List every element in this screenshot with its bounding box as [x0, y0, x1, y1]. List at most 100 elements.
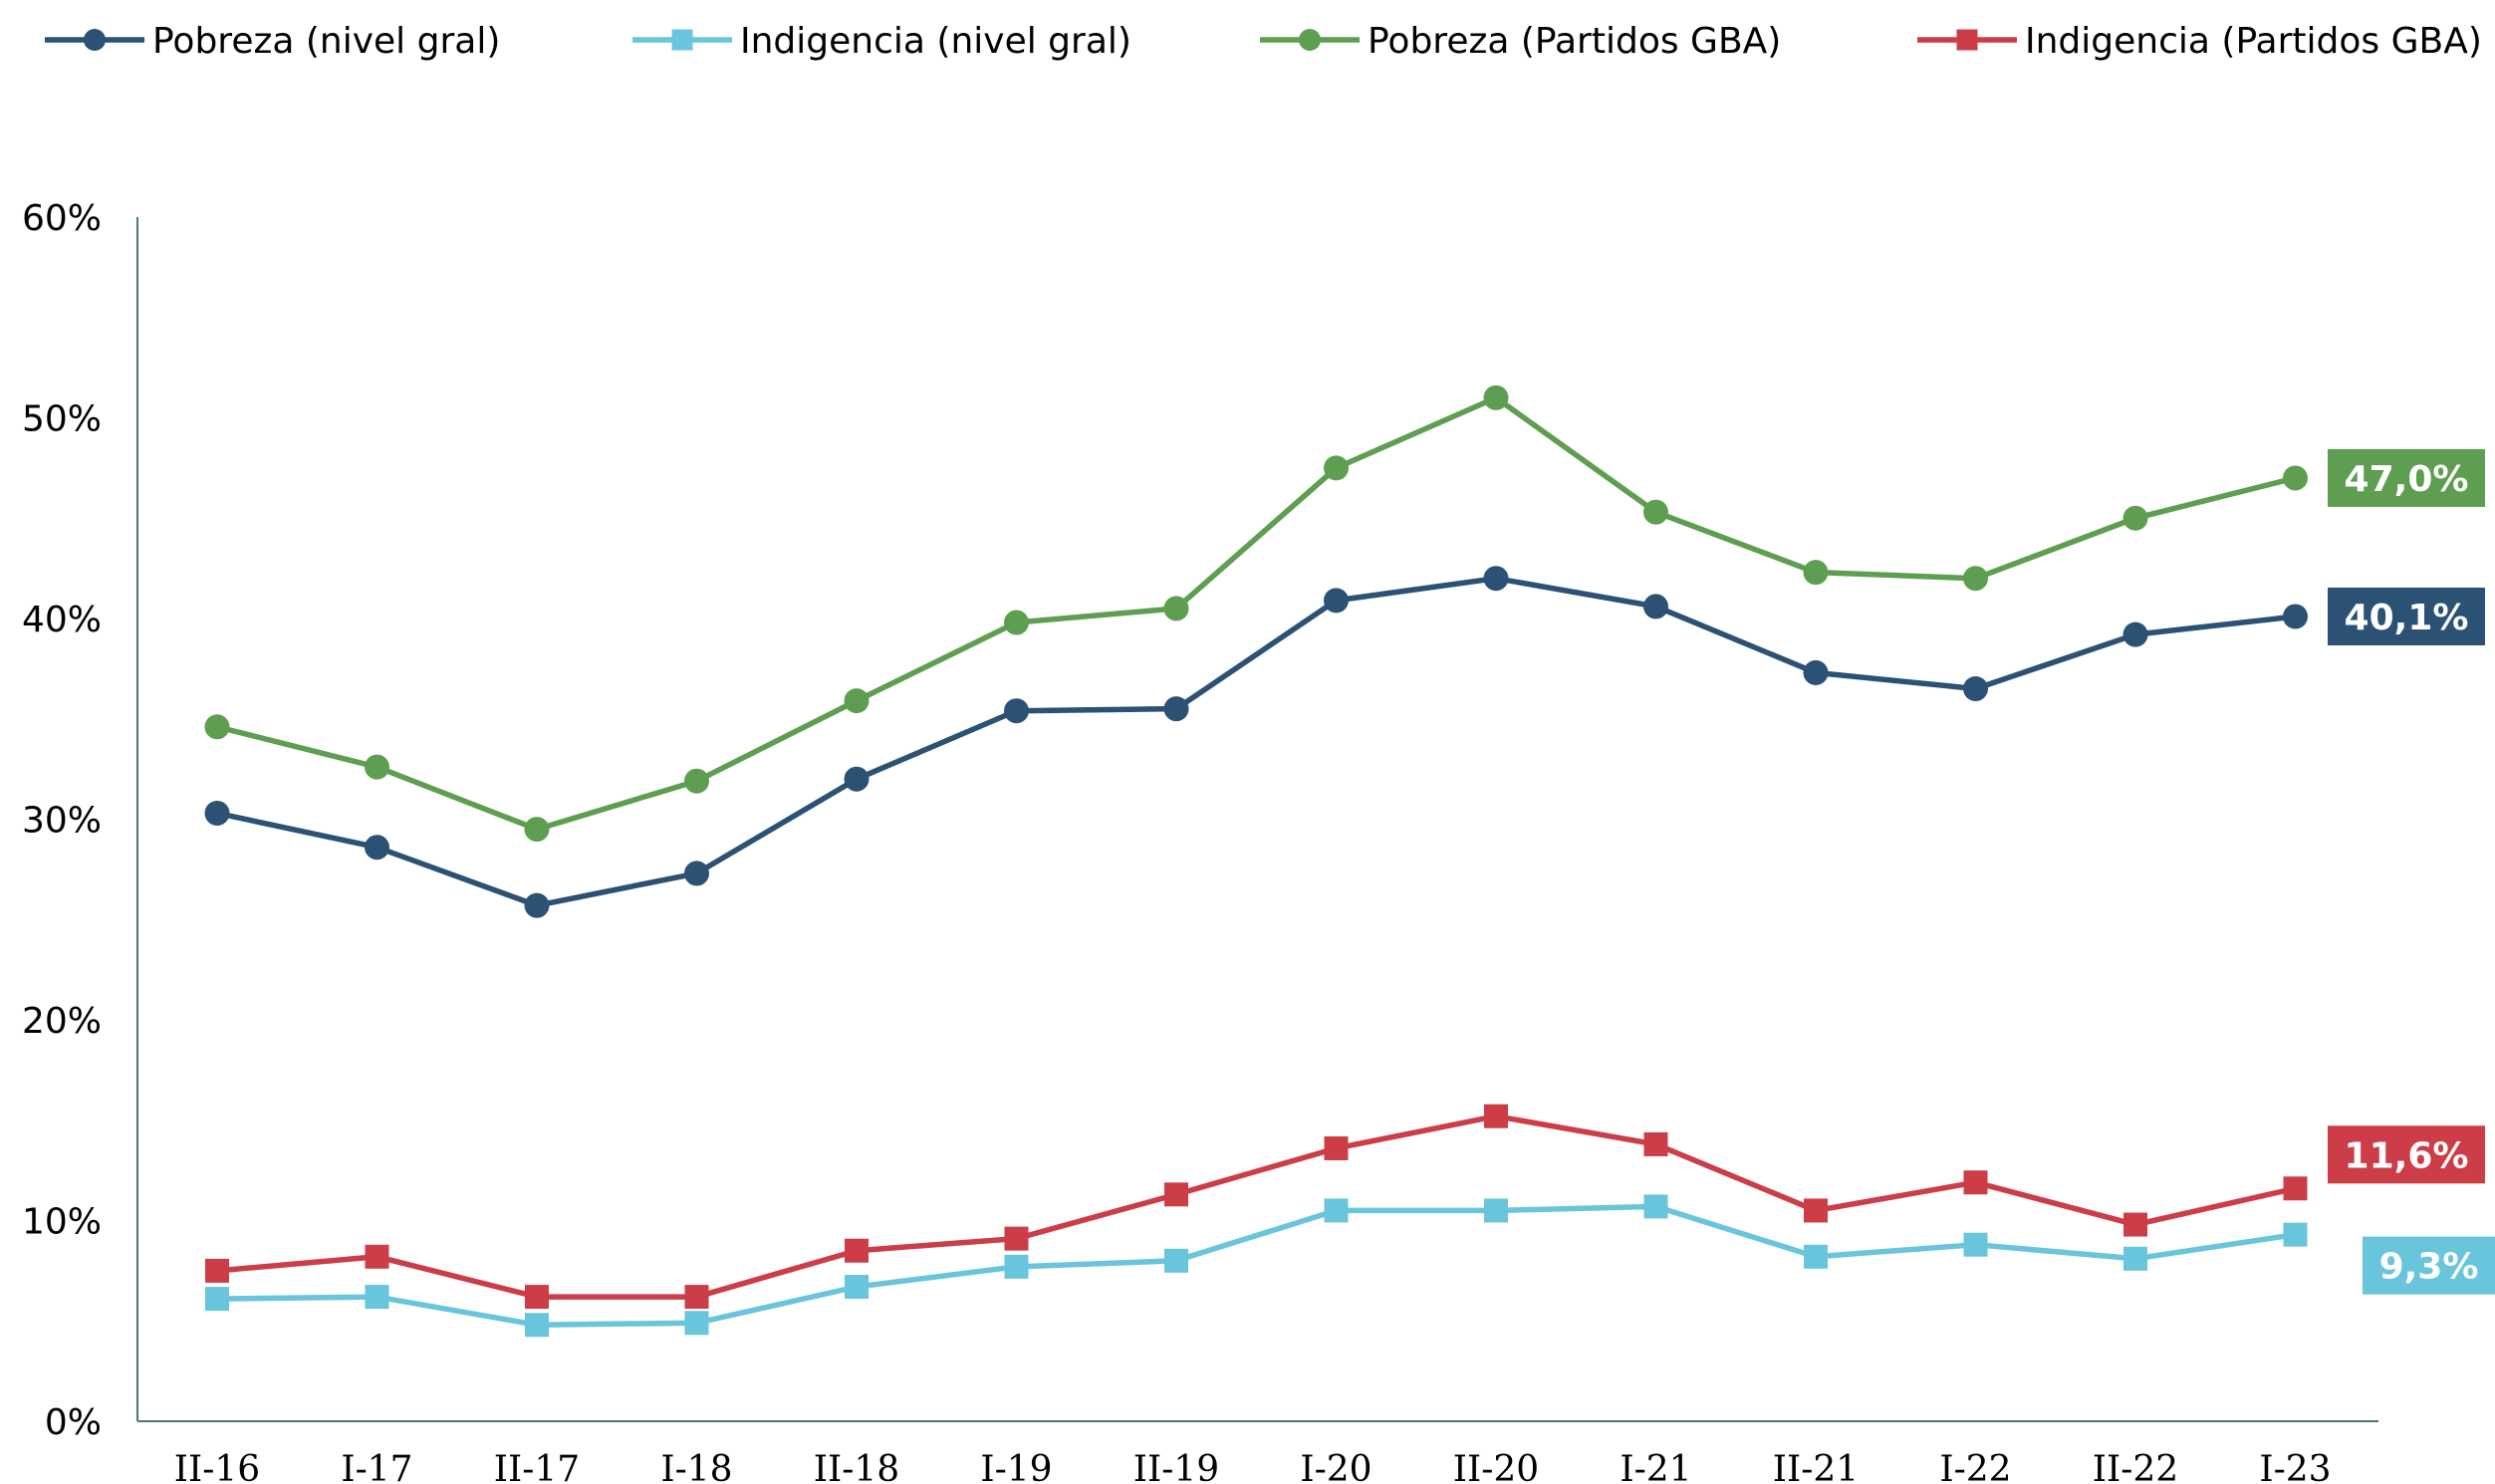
- data-point: [1804, 1244, 1828, 1269]
- data-point: [845, 1274, 869, 1299]
- data-point: [1804, 1198, 1828, 1223]
- series-line: [216, 1203, 2296, 1329]
- y-tick-label: 60%: [22, 198, 102, 239]
- y-tick-label: 30%: [22, 801, 102, 842]
- x-tick-label: I-17: [341, 1449, 412, 1484]
- data-point: [1324, 1135, 1349, 1160]
- legend-marker: [84, 29, 106, 51]
- legend-item-pobreza-nivel-gral: Pobreza (nivel gral): [45, 21, 500, 62]
- data-point: [2283, 1176, 2308, 1201]
- data-point: [1963, 566, 1988, 592]
- data-point: [204, 800, 230, 826]
- data-point: [1483, 384, 1509, 410]
- data-point: [1643, 1194, 1668, 1219]
- data-point: [1164, 1182, 1188, 1207]
- y-tick-label: 20%: [22, 1001, 102, 1042]
- data-point: [1324, 455, 1349, 481]
- x-tick-label: I-18: [660, 1449, 732, 1484]
- x-tick-label: II-19: [1133, 1449, 1219, 1484]
- end-label-indigencia-nivel-gral: 9,3%: [2363, 1236, 2495, 1295]
- x-tick-label: I-21: [1620, 1449, 1691, 1484]
- axes: [136, 217, 2378, 1422]
- legend-label: Pobreza (Partidos GBA): [1368, 21, 1781, 62]
- end-label-indigencia-partidos-gba: 11,6%: [2328, 1125, 2485, 1184]
- end-label-pobreza-partidos-gba: 47,0%: [2328, 448, 2485, 507]
- data-point: [684, 768, 709, 794]
- data-point: [684, 1285, 709, 1310]
- data-point: [524, 817, 550, 843]
- data-point: [1963, 1170, 1988, 1195]
- data-point: [1004, 1226, 1029, 1251]
- data-point: [365, 835, 389, 861]
- data-point: [2122, 505, 2148, 531]
- data-point: [1004, 1254, 1029, 1279]
- data-point: [2123, 1246, 2147, 1271]
- data-point: [2283, 465, 2308, 491]
- series-line: [216, 394, 2297, 833]
- x-tick-label: I-20: [1300, 1449, 1372, 1484]
- series-line: [216, 1113, 2297, 1300]
- y-tick-label: 10%: [22, 1202, 102, 1243]
- data-point: [525, 1313, 549, 1338]
- series-pobreza-partidos-gba: [204, 384, 2308, 843]
- data-point: [2283, 1222, 2308, 1247]
- x-tick-label: II-17: [494, 1449, 580, 1484]
- x-tick-label: II-21: [1773, 1449, 1859, 1484]
- series-indigencia-nivel-gral: [205, 1194, 2308, 1338]
- end-labels: 40,1% 9,3% 47,0% 11,6%: [2328, 448, 2495, 1295]
- data-point: [365, 1244, 389, 1269]
- end-label-box: [2363, 1236, 2495, 1295]
- legend-marker: [1299, 29, 1321, 51]
- series-indigencia-partidos-gba: [205, 1104, 2308, 1310]
- data-point: [1484, 1104, 1508, 1128]
- end-label-value: 11,6%: [2345, 1135, 2469, 1176]
- series-layer: [204, 384, 2308, 1338]
- data-point: [365, 754, 389, 780]
- data-point: [2123, 1212, 2147, 1237]
- data-point: [1324, 1198, 1349, 1223]
- data-point: [1484, 1198, 1508, 1223]
- data-point: [1963, 1232, 1988, 1257]
- end-label-pobreza-nivel-gral: 40,1%: [2328, 587, 2485, 645]
- legend-item-indigencia-nivel-gral: Indigencia (nivel gral): [632, 21, 1131, 62]
- data-point: [204, 714, 230, 740]
- data-point: [205, 1258, 229, 1283]
- legend-label: Indigencia (nivel gral): [740, 21, 1131, 62]
- end-label-value: 40,1%: [2345, 598, 2469, 638]
- data-point: [1643, 594, 1668, 619]
- data-point: [1163, 596, 1189, 621]
- legend-item-indigencia-partidos-gba: Indigencia (Partidos GBA): [1917, 21, 2482, 62]
- data-point: [2283, 604, 2308, 629]
- data-point: [1004, 698, 1029, 724]
- series-line: [216, 575, 2296, 908]
- x-tick-label: II-16: [174, 1449, 260, 1484]
- x-tick-label: II-22: [2093, 1449, 2178, 1484]
- y-axis-ticks: 0% 10% 20% 30% 40% 50% 60%: [22, 198, 102, 1443]
- data-point: [844, 688, 870, 714]
- legend-label: Pobreza (nivel gral): [152, 21, 500, 62]
- data-point: [524, 892, 550, 918]
- data-point: [365, 1285, 389, 1310]
- data-point: [1643, 499, 1668, 525]
- data-point: [205, 1287, 229, 1312]
- data-point: [1803, 659, 1829, 685]
- legend-label: Indigencia (Partidos GBA): [2025, 21, 2482, 62]
- legend: Pobreza (nivel gral) Indigencia (nivel gr…: [45, 21, 2482, 62]
- y-tick-label: 40%: [22, 600, 102, 640]
- x-tick-label: I-23: [2259, 1449, 2331, 1484]
- x-tick-label: II-18: [814, 1449, 899, 1484]
- end-label-value: 9,3%: [2379, 1247, 2479, 1288]
- x-axis-ticks: II-16 I-17 II-17 I-18 II-18 I-19 II-19 I-20 II-2…: [174, 1449, 2332, 1484]
- data-point: [845, 1238, 869, 1263]
- data-point: [525, 1285, 549, 1310]
- data-point: [1483, 566, 1509, 592]
- data-point: [1803, 560, 1829, 586]
- legend-item-pobreza-partidos-gba: Pobreza (Partidos GBA): [1260, 21, 1781, 62]
- y-tick-label: 0%: [45, 1402, 102, 1443]
- data-point: [684, 1311, 709, 1336]
- end-label-box: [2328, 1125, 2485, 1184]
- x-tick-label: II-20: [1453, 1449, 1539, 1484]
- end-label-box: [2328, 448, 2485, 507]
- data-point: [684, 861, 709, 886]
- series-pobreza-nivel-gral: [204, 566, 2308, 918]
